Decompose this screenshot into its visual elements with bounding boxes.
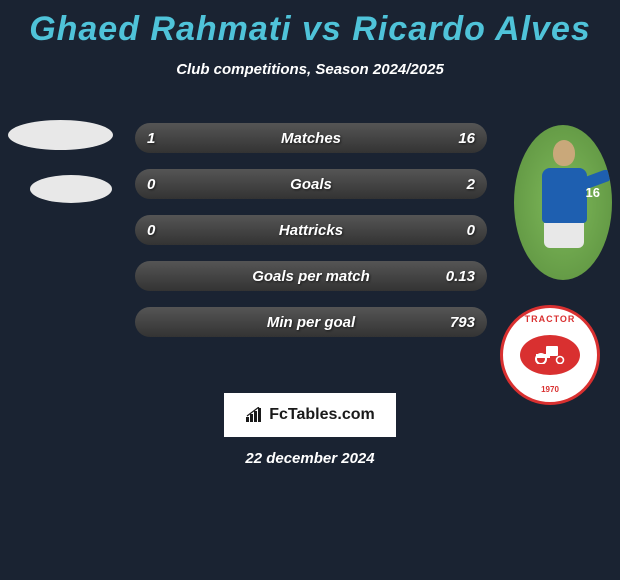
stat-row-hattricks: 0 Hattricks 0: [135, 215, 487, 245]
player-figure: [534, 140, 594, 270]
stat-label: Goals: [290, 176, 332, 193]
comparison-title: Ghaed Rahmati vs Ricardo Alves: [0, 0, 620, 49]
stat-value-right: 2: [467, 176, 475, 193]
right-player-avatar: 16: [514, 125, 612, 280]
stats-container: 1 Matches 16 0 Goals 2 0 Hattricks 0 Goa…: [135, 123, 487, 353]
branding-text: FcTables.com: [269, 406, 375, 424]
badge-year: 1970: [503, 385, 597, 394]
stat-value-right: 16: [458, 130, 475, 147]
stat-row-min-per-goal: Min per goal 793: [135, 307, 487, 337]
player-jersey-number: 16: [586, 185, 600, 200]
stat-label: Matches: [281, 130, 341, 147]
stat-value-left: 0: [147, 222, 155, 239]
right-club-badge: TRACTOR 1970: [500, 305, 600, 405]
badge-top-text: TRACTOR: [503, 314, 597, 324]
stat-row-goals-per-match: Goals per match 0.13: [135, 261, 487, 291]
stat-row-matches: 1 Matches 16: [135, 123, 487, 153]
stat-value-left: 1: [147, 130, 155, 147]
left-club-badge-placeholder: [30, 175, 112, 203]
date-text: 22 december 2024: [0, 450, 620, 467]
chart-icon: [245, 407, 265, 423]
stat-value-right: 0: [467, 222, 475, 239]
stat-label: Min per goal: [267, 314, 355, 331]
stat-value-left: 0: [147, 176, 155, 193]
stat-value-right: 0.13: [446, 268, 475, 285]
branding-box[interactable]: FcTables.com: [224, 393, 396, 437]
badge-center: [520, 335, 580, 375]
stat-label: Hattricks: [279, 222, 343, 239]
tractor-icon: [532, 344, 568, 364]
stat-value-right: 793: [450, 314, 475, 331]
stat-label: Goals per match: [252, 268, 370, 285]
stat-row-goals: 0 Goals 2: [135, 169, 487, 199]
left-player-avatar-placeholder: [8, 120, 113, 150]
comparison-subtitle: Club competitions, Season 2024/2025: [0, 61, 620, 78]
